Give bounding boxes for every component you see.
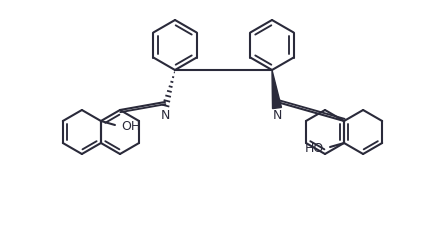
Polygon shape — [272, 70, 281, 108]
Text: N: N — [272, 109, 282, 122]
Text: HO: HO — [305, 142, 324, 156]
Text: OH: OH — [121, 120, 140, 134]
Text: N: N — [160, 109, 170, 122]
